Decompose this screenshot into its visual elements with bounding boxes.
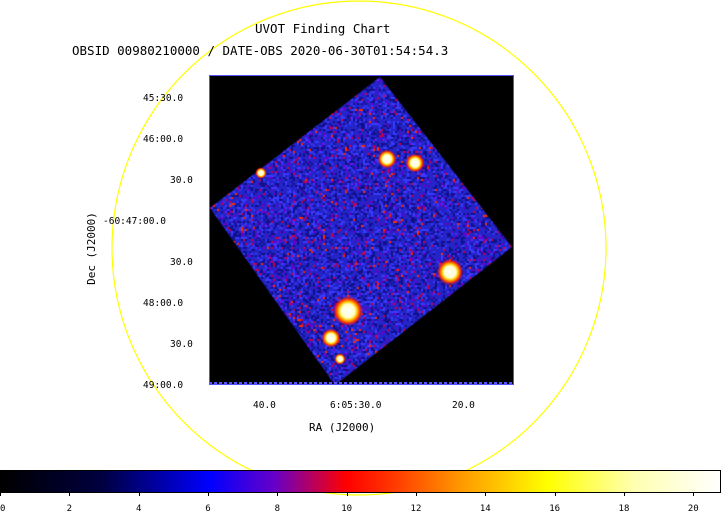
colorbar-tick-mark <box>138 492 140 496</box>
colorbar-tick-mark <box>69 492 71 496</box>
colorbar-tick-label: 20 <box>687 504 699 514</box>
intensity-colorbar <box>0 470 721 493</box>
ra-axis-label: RA (J2000) <box>309 421 376 434</box>
ra-tick-label: 6:05:30.0 <box>330 400 382 411</box>
colorbar-tick-mark <box>207 492 209 496</box>
colorbar-tick-mark <box>485 492 487 496</box>
dec-tick-label: 49:00.0 <box>143 380 184 391</box>
colorbar-tick-label: 10 <box>341 504 353 514</box>
dec-tick-label: 30.0 <box>170 339 193 350</box>
dec-tick-label: 30.0 <box>170 257 193 268</box>
dec-tick-label: 30.0 <box>170 175 193 186</box>
ra-tick-label: 40.0 <box>253 400 276 411</box>
dec-axis-label: Dec (J2000) <box>84 212 98 285</box>
dec-tick-label: 48:00.0 <box>143 298 184 309</box>
colorbar-tick-label: 8 <box>274 504 281 514</box>
colorbar-tick-label: 6 <box>205 504 211 514</box>
colorbar-tick-mark <box>693 492 695 496</box>
colorbar-tick-mark <box>277 492 279 496</box>
sky-image-panel <box>209 75 514 385</box>
dec-tick-label: -60:47:00.0 <box>103 216 166 227</box>
colorbar-tick-label: 0 <box>0 504 6 514</box>
colorbar-tick-label: 12 <box>410 504 422 514</box>
colorbar-tick-mark <box>415 492 417 496</box>
ra-tick-label: 20.0 <box>452 400 475 411</box>
chart-subtitle: OBSID 00980210000 / DATE-OBS 2020-06-30T… <box>72 43 449 58</box>
colorbar-tick-label: 18 <box>618 504 630 514</box>
colorbar-tick-mark <box>346 492 348 496</box>
colorbar-tick-mark <box>0 492 1 496</box>
colorbar-tick-label: 2 <box>66 504 73 514</box>
colorbar-tick-mark <box>554 492 556 496</box>
dec-tick-label: 46:00.0 <box>143 134 184 145</box>
plot-frame <box>209 75 514 385</box>
colorbar-tick-label: 14 <box>479 504 491 514</box>
colorbar-tick-mark <box>623 492 625 496</box>
chart-title: UVOT Finding Chart <box>255 21 391 36</box>
colorbar-tick-label: 4 <box>135 504 142 514</box>
dec-tick-label: 45:30.0 <box>143 93 184 104</box>
sky-image <box>209 75 514 385</box>
uvot-field-circle <box>111 0 607 496</box>
colorbar-tick-label: 16 <box>549 504 561 514</box>
